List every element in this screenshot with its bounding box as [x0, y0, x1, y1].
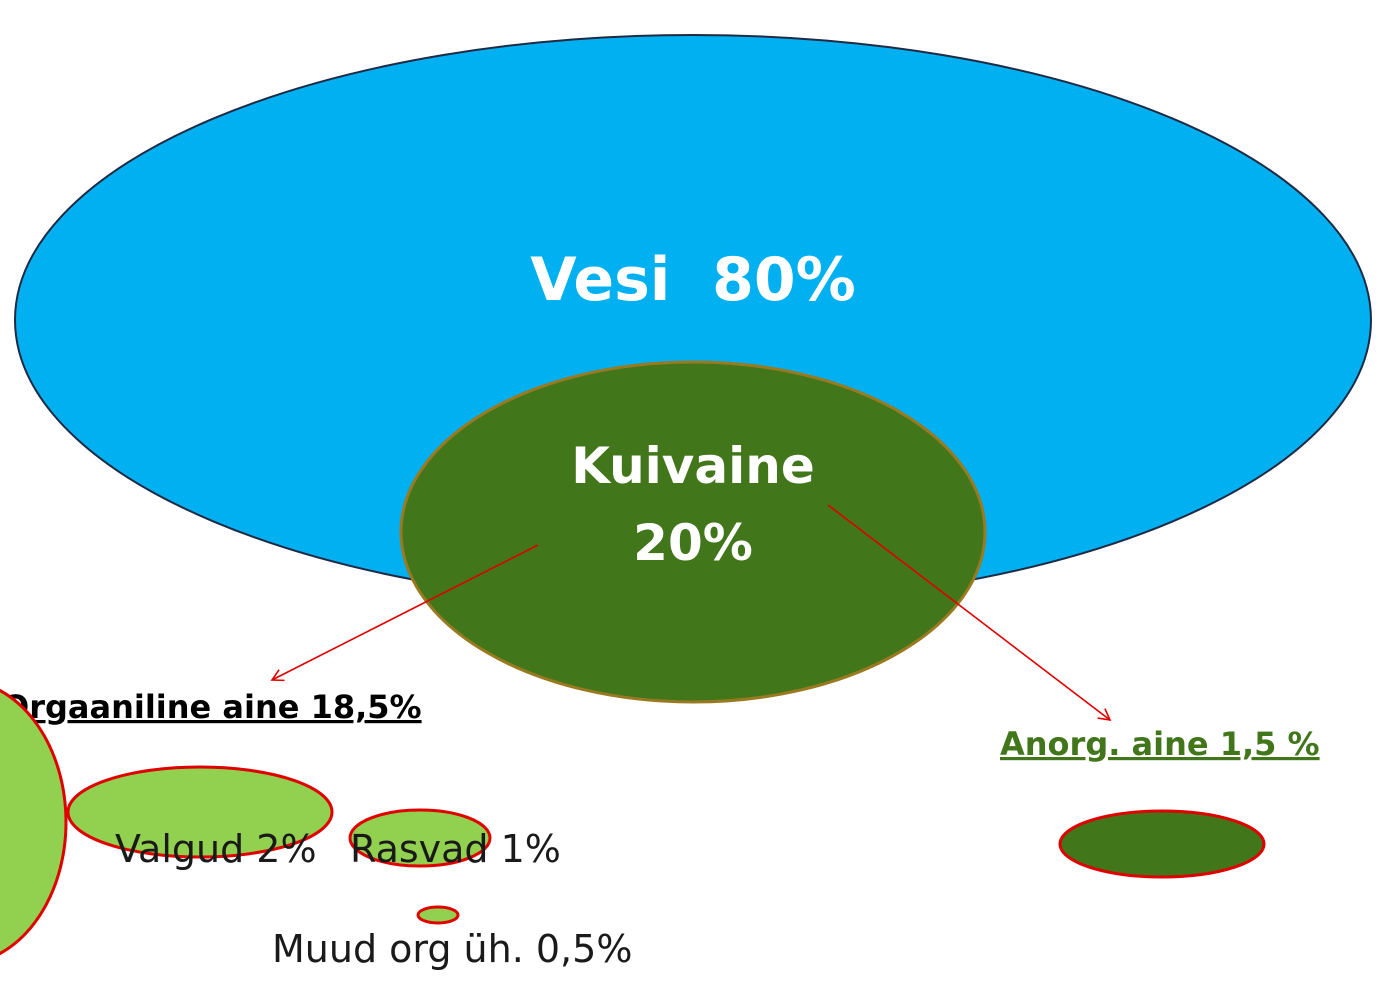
dry-matter-label: Kuivaine — [571, 437, 815, 495]
item-label: Rasvad 1% — [350, 827, 561, 871]
protein-ellipse — [66, 765, 334, 859]
inorganic-label: Anorg. aine 1,5 % — [1000, 725, 1320, 763]
arrow — [270, 544, 539, 682]
water-label: Vesi 80% — [530, 245, 856, 315]
inorganic-ellipse — [1058, 809, 1266, 879]
arrow — [827, 504, 1112, 722]
fat-ellipse — [348, 808, 492, 868]
organic-label: Orgaaniline aine 18,5% — [2, 688, 422, 726]
item-label: Valgud 2% — [115, 827, 317, 871]
carbohydrate-ellipse — [0, 688, 68, 956]
dry-matter-share: 20% — [633, 514, 753, 572]
item-label: Muud org üh. 0,5% — [272, 927, 632, 971]
other-ellipse — [416, 905, 460, 925]
dry-matter-ellipse — [399, 360, 987, 704]
